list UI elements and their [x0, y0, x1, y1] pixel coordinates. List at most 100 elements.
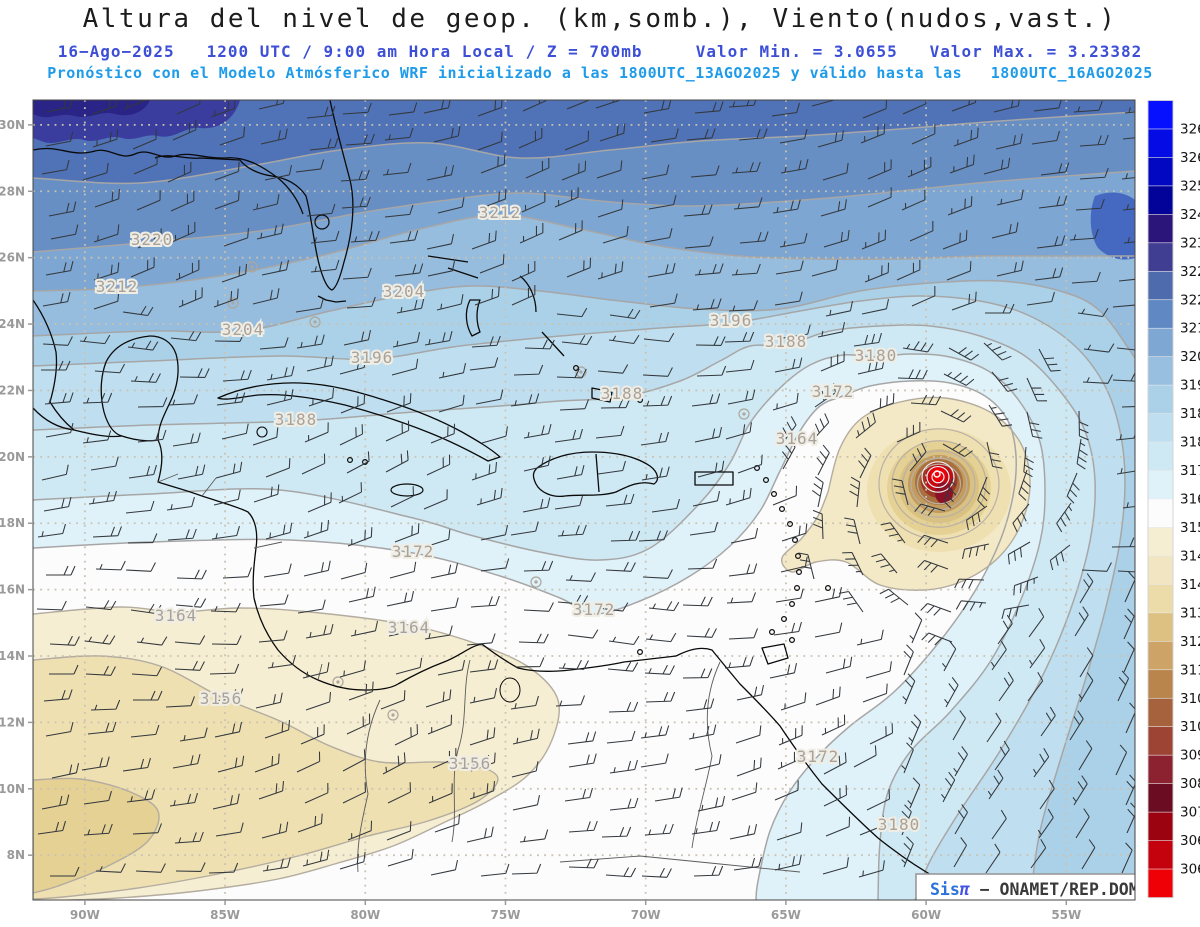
wind-barb — [1122, 126, 1135, 140]
wind-barb — [566, 257, 592, 278]
small-island — [794, 552, 801, 559]
wind-barb — [860, 123, 886, 144]
contour-ring-inner — [926, 465, 950, 489]
wind-barb — [524, 339, 555, 350]
wind-barb — [176, 569, 207, 580]
wind-barb — [79, 334, 111, 345]
wind-barb — [267, 654, 296, 669]
lat-tick-label: 28N — [0, 184, 25, 198]
wind-barb — [654, 787, 683, 802]
wind-barb — [607, 661, 639, 672]
wind-barb — [955, 600, 987, 611]
wind-barb — [85, 665, 116, 676]
wind-barb — [45, 721, 74, 737]
colorbar-tick-label: 3108 — [1180, 691, 1200, 707]
wind-barb — [687, 558, 718, 570]
wind-barb — [213, 489, 241, 506]
wind-barb — [302, 662, 330, 679]
wind-barb — [731, 263, 761, 276]
wind-barb — [309, 137, 339, 151]
wind-barb — [695, 336, 726, 346]
wind-barb — [812, 509, 824, 540]
wind-barb — [136, 636, 168, 646]
wind-barb — [811, 413, 830, 442]
wind-barb — [1007, 541, 1031, 565]
wind-barb — [44, 392, 74, 405]
wind-barb — [567, 629, 599, 639]
wind-barb — [469, 659, 499, 673]
colorbar-segment — [1147, 840, 1174, 870]
wind-barb — [849, 476, 861, 508]
wind-barb — [948, 346, 980, 361]
wind-barb — [996, 189, 1024, 206]
wind-barb — [814, 622, 843, 638]
wind-barb — [135, 863, 166, 873]
wind-barb — [953, 746, 968, 777]
wind-barb — [871, 553, 898, 574]
wind-barb — [215, 822, 244, 837]
colorbar-tick-label: 3244 — [1180, 207, 1200, 223]
wind-barb — [823, 229, 850, 248]
small-island — [762, 477, 769, 484]
wind-barb — [842, 552, 864, 576]
wind-barb — [307, 492, 332, 513]
contour-label: 3156 — [200, 689, 243, 708]
wind-barb — [310, 230, 340, 244]
wind-barb — [342, 782, 366, 804]
wind-barb — [815, 686, 841, 706]
coastline — [33, 335, 151, 438]
wind-barb — [1121, 396, 1135, 408]
wind-barb — [133, 690, 163, 701]
small-island — [770, 491, 777, 498]
wind-barb — [600, 398, 631, 409]
wind-barb — [1082, 374, 1113, 384]
wind-barb — [977, 476, 991, 508]
wind-barb — [1072, 775, 1088, 806]
colorbar-tick-label: 3140 — [1180, 577, 1200, 593]
wind-barb — [561, 160, 587, 181]
wind-barb — [640, 725, 670, 739]
wind-barb — [1117, 562, 1135, 573]
wind-barb — [427, 261, 456, 277]
page-title: Altura del nivel de geop. (km,somb.), Vi… — [82, 4, 1118, 34]
wind-barb — [387, 848, 414, 867]
wind-barb — [479, 254, 505, 274]
wind-barb — [865, 661, 892, 679]
wind-barb — [817, 322, 846, 338]
wind-barb — [350, 230, 380, 243]
wind-barb — [480, 154, 506, 174]
colorbar-tick-label: 3124 — [1180, 634, 1200, 650]
wind-barb — [798, 552, 815, 580]
extremum-marker-dot — [250, 265, 254, 269]
wind-barb — [811, 259, 839, 277]
wind-barb — [295, 159, 325, 173]
coastline — [154, 100, 354, 291]
wind-barb — [83, 823, 113, 836]
wind-barb — [49, 664, 79, 675]
wind-barb — [696, 365, 727, 377]
wind-barb — [556, 464, 585, 480]
wind-barb — [296, 751, 321, 773]
contour-label: 3196 — [351, 348, 394, 367]
wind-barb — [306, 355, 334, 372]
wind-barb — [82, 430, 112, 444]
colorbar-segment — [1147, 783, 1174, 813]
wind-barb — [342, 102, 372, 115]
wind-barb — [944, 676, 959, 708]
wind-barb — [983, 342, 1012, 361]
wind-barb — [1018, 469, 1031, 501]
wind-barb — [1013, 576, 1039, 596]
wind-barb — [775, 260, 804, 275]
wind-barb — [266, 389, 294, 406]
wind-barb — [169, 792, 198, 807]
wind-barb — [126, 789, 156, 803]
wind-barb — [901, 742, 914, 774]
wind-barb — [222, 369, 252, 382]
wind-barb — [697, 460, 725, 478]
small-island — [793, 584, 800, 591]
small-island — [788, 600, 795, 607]
wind-barb — [92, 526, 122, 538]
wind-barb — [1121, 166, 1135, 180]
colorbar-segment — [1147, 327, 1174, 358]
wind-barb — [346, 451, 370, 474]
